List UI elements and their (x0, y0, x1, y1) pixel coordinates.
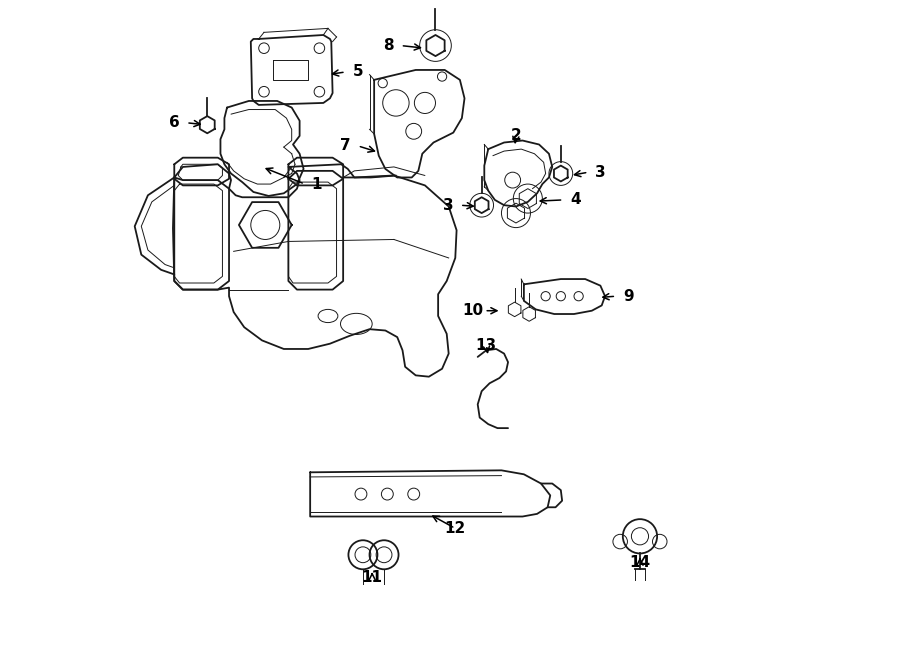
Text: 2: 2 (510, 128, 521, 143)
Text: 3: 3 (443, 198, 454, 213)
Text: 11: 11 (362, 570, 382, 586)
Text: 12: 12 (445, 521, 466, 536)
Text: 10: 10 (462, 303, 483, 318)
Text: 5: 5 (352, 64, 363, 79)
Text: 9: 9 (623, 289, 634, 303)
Text: 14: 14 (629, 555, 651, 570)
Text: 1: 1 (311, 176, 322, 192)
Text: 8: 8 (383, 38, 394, 53)
Text: 13: 13 (476, 338, 497, 352)
Text: 7: 7 (340, 138, 351, 153)
Text: 3: 3 (595, 165, 606, 180)
Text: 4: 4 (570, 192, 580, 208)
Text: 6: 6 (169, 115, 180, 130)
